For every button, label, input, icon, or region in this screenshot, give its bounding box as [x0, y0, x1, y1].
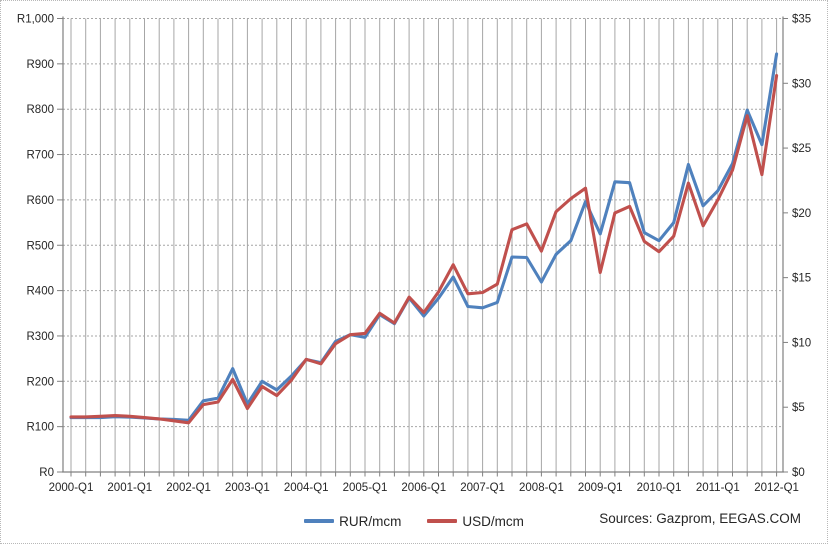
x-axis-label: 2002-Q1 [166, 482, 211, 494]
right-axis-label: $35 [792, 14, 811, 26]
left-axis-label: R700 [27, 150, 55, 162]
left-axis-label: R800 [27, 104, 55, 116]
usd-series-line [69, 73, 779, 425]
x-axis-label: 2004-Q1 [284, 482, 329, 494]
left-axis-label: R300 [27, 331, 55, 343]
axis-labels: R0 R100 R200 R300 R400 R500 R600 R700 R800 R900 R1… [17, 14, 811, 495]
axes [62, 16, 784, 473]
x-axis-label: 2001-Q1 [107, 482, 152, 494]
rur-series-line [69, 52, 779, 422]
right-axis-label: $25 [792, 143, 811, 155]
x-axis-label: 2012-Q1 [754, 482, 799, 494]
right-axis-label: $15 [792, 273, 811, 285]
x-axis-label: 2007-Q1 [460, 482, 505, 494]
x-axis-label: 2008-Q1 [519, 482, 564, 494]
left-axis-label: R1,000 [17, 14, 54, 26]
left-axis-label: R0 [39, 467, 54, 479]
left-axis-label: R100 [27, 422, 55, 434]
right-axis-label: $30 [792, 78, 811, 90]
right-axis-label: $0 [792, 467, 805, 479]
right-axis-label: $10 [792, 337, 811, 349]
source-note: Sources: Gazprom, EEGAS.COM [599, 511, 801, 526]
left-axis-label: R400 [27, 286, 55, 298]
right-axis-label: $20 [792, 208, 811, 220]
x-axis-label: 2006-Q1 [401, 482, 446, 494]
x-axis-label: 2011-Q1 [696, 482, 740, 494]
left-axis-label: R900 [27, 59, 55, 71]
left-axis-label: R600 [27, 195, 55, 207]
x-axis-label: 2000-Q1 [49, 482, 94, 494]
x-axis-label: 2003-Q1 [225, 482, 270, 494]
left-axis-label: R200 [27, 376, 55, 388]
x-axis-label: 2009-Q1 [578, 482, 623, 494]
left-axis-label: R500 [27, 240, 55, 252]
right-axis-label: $5 [792, 402, 805, 414]
x-axis-label: 2005-Q1 [343, 482, 388, 494]
series-lines [69, 52, 779, 425]
tick-marks [57, 18, 788, 477]
x-axis-label: 2010-Q1 [637, 482, 682, 494]
